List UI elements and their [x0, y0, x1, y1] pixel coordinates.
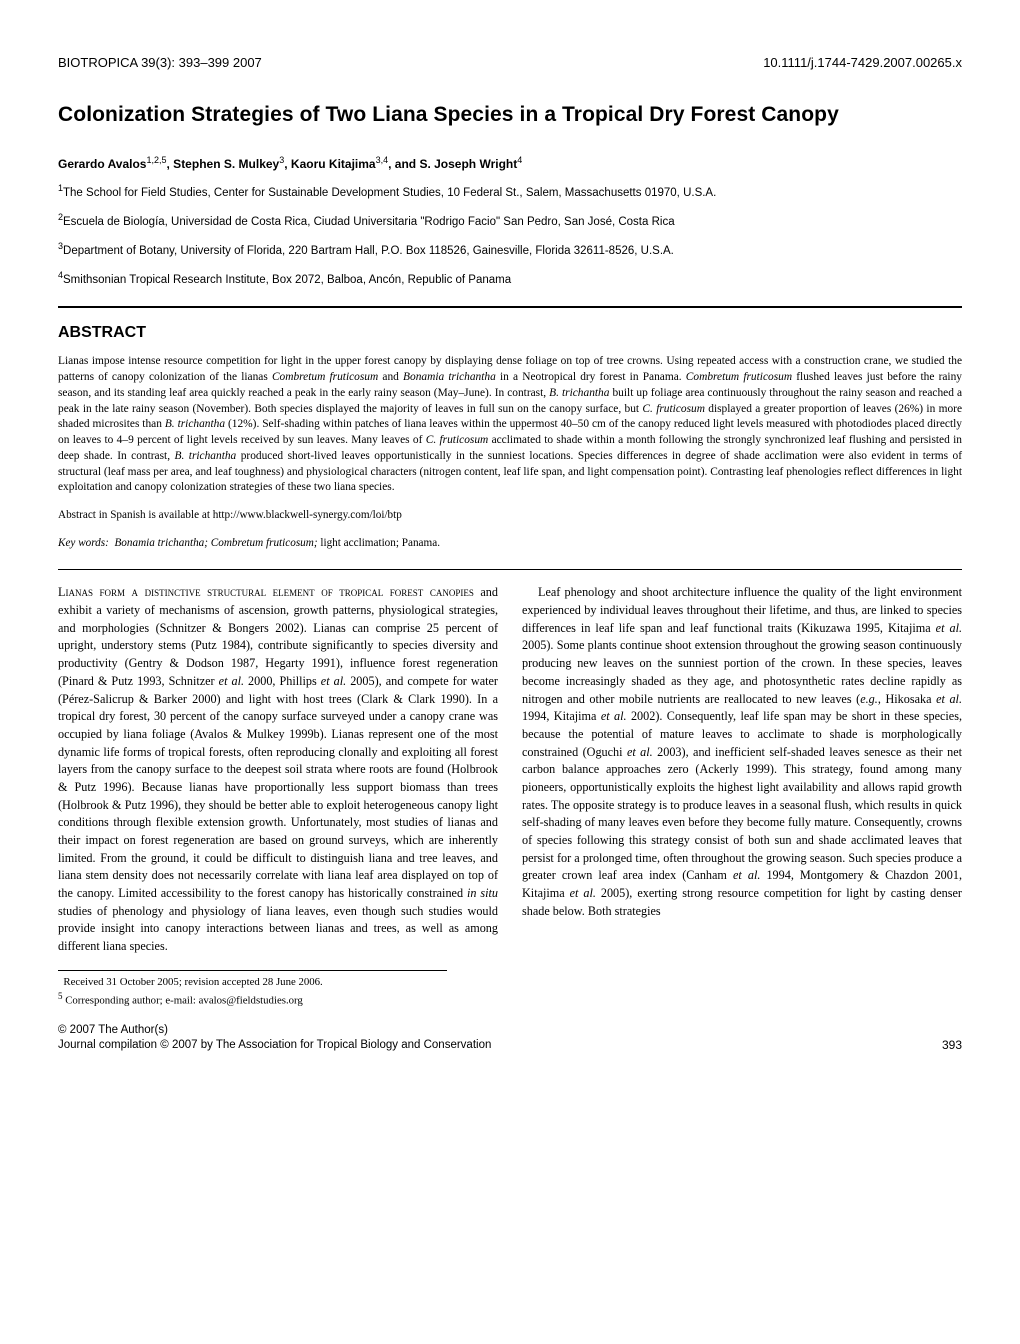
corresponding-author-note: 5 Corresponding author; e-mail: avalos@f… [58, 990, 447, 1009]
body-columns: Lianas form a distinctive structural ele… [58, 584, 962, 955]
abstract-availability-note: Abstract in Spanish is available at http… [58, 508, 962, 524]
affiliation-1: 1The School for Field Studies, Center fo… [58, 182, 962, 201]
body-paragraph: Lianas form a distinctive structural ele… [58, 584, 498, 955]
abstract-text: Lianas impose intense resource competiti… [58, 354, 962, 496]
doi: 10.1111/j.1744-7429.2007.00265.x [763, 54, 962, 72]
body-paragraph: Leaf phenology and shoot architecture in… [522, 584, 962, 920]
received-note: Received 31 October 2005; revision accep… [58, 975, 447, 990]
journal-header-left: BIOTROPICA 39(3): 393–399 2007 [58, 54, 262, 72]
affiliation-2: 2Escuela de Biología, Universidad de Cos… [58, 211, 962, 230]
page-number: 393 [942, 1037, 962, 1054]
abstract-heading: ABSTRACT [58, 322, 962, 344]
authors-line: Gerardo Avalos1,2,5, Stephen S. Mulkey3,… [58, 154, 962, 173]
affiliation-4: 4Smithsonian Tropical Research Institute… [58, 269, 962, 288]
footnotes-block: Received 31 October 2005; revision accep… [58, 970, 447, 1009]
affiliation-3: 3Department of Botany, University of Flo… [58, 240, 962, 259]
section-rule [58, 306, 962, 308]
copyright-footer: © 2007 The Author(s) Journal compilation… [58, 1023, 491, 1054]
article-title: Colonization Strategies of Two Liana Spe… [58, 100, 962, 129]
keywords: Key words: Bonamia trichantha; Combretum… [58, 536, 962, 552]
section-rule [58, 569, 962, 570]
